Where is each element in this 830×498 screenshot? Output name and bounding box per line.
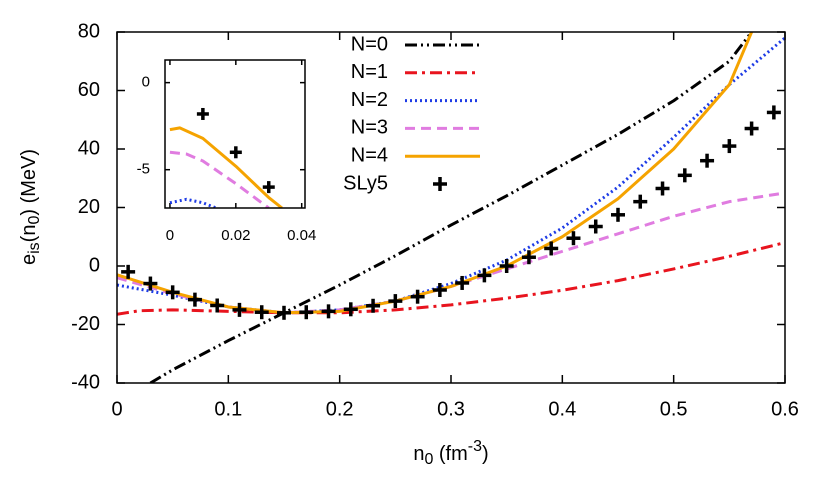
data-point (432, 282, 447, 297)
data-point (143, 276, 158, 291)
series-line (117, 32, 753, 315)
plot-area (165, 60, 305, 208)
data-point (566, 231, 581, 246)
x-tick-label: 0.6 (771, 398, 799, 420)
data-point (232, 302, 247, 317)
y-tick-label: 60 (78, 79, 100, 101)
series-line (169, 126, 283, 208)
data-point (410, 289, 425, 304)
plot-content (169, 107, 283, 208)
series-line (117, 241, 785, 316)
data-point (196, 107, 209, 120)
plot-frame (116, 31, 786, 384)
legend-label: N=4 (351, 144, 388, 166)
y-tick-label: 40 (78, 137, 100, 159)
data-point (254, 305, 269, 320)
data-point (321, 304, 336, 319)
x-tick-label: 0.4 (548, 398, 576, 420)
data-point (277, 305, 291, 320)
data-point (499, 259, 514, 273)
series-line (149, 32, 753, 383)
data-point (655, 181, 670, 196)
plot-content (117, 32, 785, 383)
series-line (169, 150, 270, 208)
series-line (169, 197, 217, 208)
plot-frame (164, 59, 306, 209)
x-tick-label: 0 (166, 227, 174, 244)
y-tick-label: -40 (71, 371, 100, 393)
data-point (262, 181, 275, 194)
data-point (187, 292, 202, 307)
data-point (744, 121, 759, 136)
data-point (229, 146, 242, 159)
y-tick-label: 0 (142, 74, 150, 91)
data-point (544, 241, 559, 256)
data-point (722, 139, 737, 154)
data-point (121, 264, 136, 279)
legend-label: N=1 (351, 61, 388, 83)
data-point (366, 298, 381, 313)
data-point (477, 268, 492, 283)
x-axis-label: n0 (fm-3) (413, 438, 488, 468)
x-tick-label: 0.2 (326, 398, 354, 420)
y-axis-label: eis(n0) (MeV) (18, 149, 43, 265)
x-tick-label: 0.5 (660, 398, 688, 420)
data-point (611, 207, 625, 222)
x-tick-label: 0.1 (214, 398, 242, 420)
legend-label: N=2 (351, 89, 388, 111)
data-point (455, 275, 470, 290)
x-tick-label: 0.04 (287, 227, 316, 244)
data-point (210, 298, 225, 313)
data-point (165, 285, 180, 300)
data-point (588, 219, 603, 234)
legend-label: N=0 (351, 33, 388, 55)
legend-label: SLy5 (343, 172, 388, 194)
data-point (633, 194, 648, 209)
data-point (343, 302, 358, 317)
data-point (388, 294, 403, 309)
data-point (700, 153, 715, 168)
data-point (766, 105, 781, 120)
y-tick-label: 20 (78, 196, 100, 218)
legend-label: N=3 (351, 117, 388, 139)
data-point (521, 250, 536, 265)
x-tick-label: 0 (111, 398, 122, 420)
y-tick-label: -5 (137, 161, 150, 178)
legend-marker (433, 177, 447, 191)
y-tick-label: 80 (78, 20, 100, 42)
y-tick-label: -20 (71, 313, 100, 335)
data-point (677, 168, 692, 183)
x-tick-label: 0.02 (221, 227, 250, 244)
x-tick-label: 0.3 (437, 398, 465, 420)
data-point (299, 305, 314, 320)
y-tick-label: 0 (89, 254, 100, 276)
